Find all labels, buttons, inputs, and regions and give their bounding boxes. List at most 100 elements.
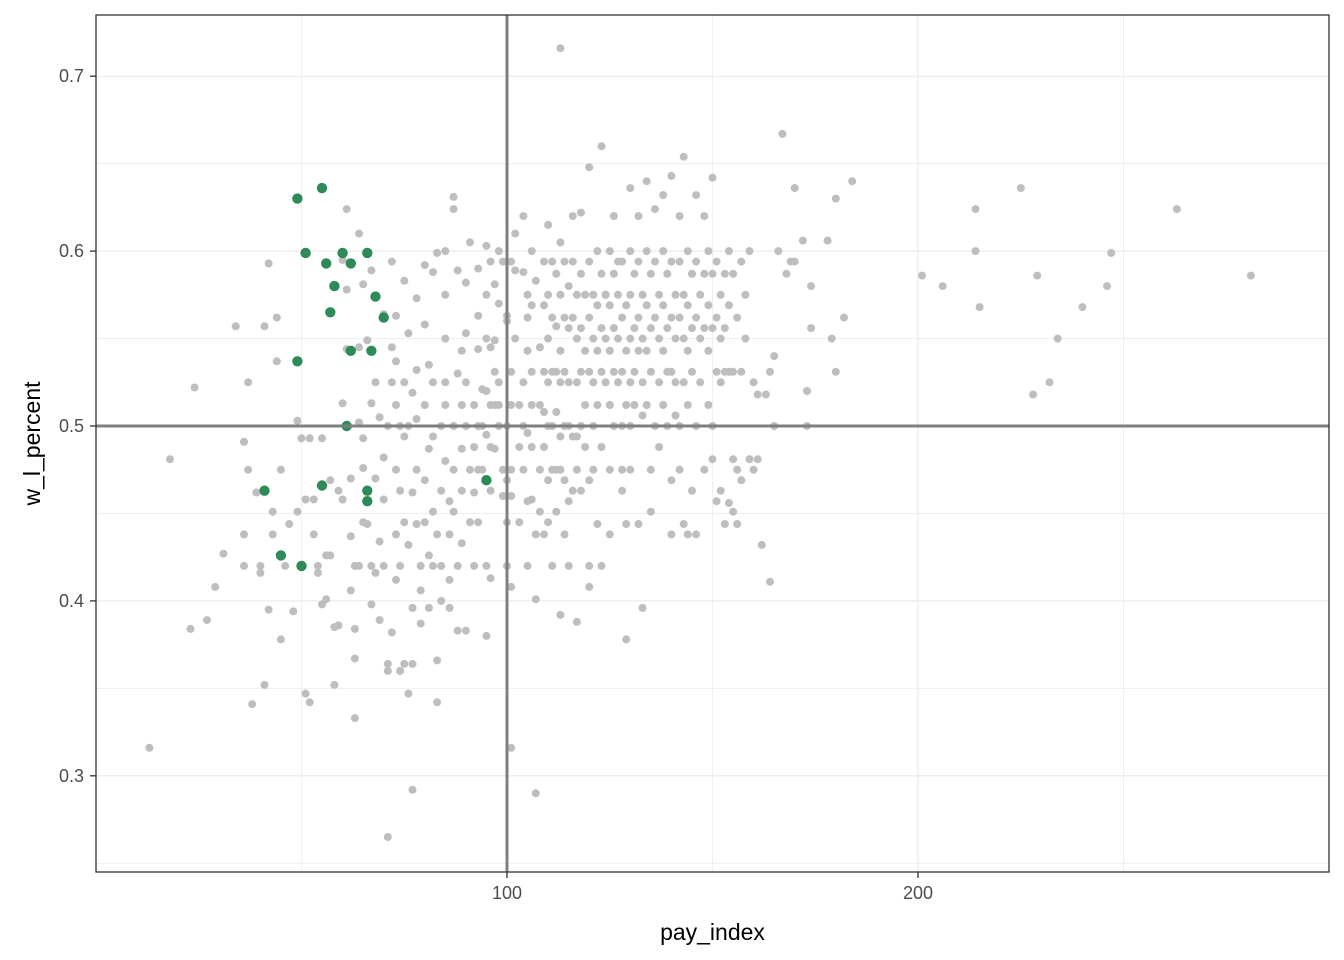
highlight-point	[292, 356, 303, 367]
data-point	[692, 313, 701, 322]
data-point	[548, 313, 557, 322]
data-point	[474, 345, 483, 354]
highlight-point	[329, 280, 340, 292]
data-point	[572, 432, 581, 441]
data-point	[679, 520, 688, 528]
data-point	[807, 282, 816, 291]
data-point	[770, 352, 779, 361]
data-point	[564, 324, 573, 333]
data-point	[708, 173, 717, 182]
highlight-point	[345, 345, 356, 356]
data-point	[363, 336, 372, 345]
data-point	[338, 255, 347, 264]
data-point	[498, 465, 507, 474]
data-point	[449, 465, 458, 474]
data-point	[437, 486, 446, 495]
data-point	[585, 313, 594, 322]
data-point	[544, 220, 553, 229]
data-point	[597, 269, 606, 278]
data-point	[560, 367, 569, 376]
data-point	[305, 434, 314, 443]
data-point	[630, 269, 639, 278]
data-point	[683, 530, 692, 539]
data-point	[531, 789, 540, 798]
data-point	[367, 561, 376, 570]
data-point	[593, 247, 602, 256]
data-point	[655, 443, 664, 451]
data-point	[622, 346, 631, 355]
data-point	[400, 276, 409, 285]
y-axis-title: w_l_percent	[19, 381, 45, 507]
data-point	[429, 561, 437, 570]
data-point	[1033, 271, 1042, 280]
data-point	[453, 561, 462, 570]
data-point	[593, 401, 602, 409]
data-point	[753, 455, 762, 464]
data-point	[634, 520, 643, 528]
data-point	[272, 357, 281, 366]
data-point	[342, 285, 351, 294]
data-point	[375, 413, 384, 422]
data-point	[671, 378, 680, 387]
data-point	[424, 360, 433, 369]
data-point	[387, 628, 396, 637]
data-point	[540, 443, 548, 451]
data-point	[420, 476, 429, 485]
data-point	[527, 443, 536, 451]
data-point	[457, 346, 466, 355]
data-point	[638, 334, 647, 343]
data-point	[482, 561, 491, 570]
data-point	[1103, 282, 1112, 291]
data-point	[494, 247, 503, 256]
data-point	[453, 266, 462, 275]
data-point	[519, 212, 528, 221]
data-point	[659, 346, 668, 355]
data-point	[433, 530, 442, 539]
data-point	[626, 378, 635, 387]
data-point	[515, 518, 524, 527]
data-point	[581, 443, 590, 451]
data-point	[605, 465, 614, 474]
data-point	[544, 476, 553, 485]
data-point	[597, 367, 606, 376]
data-point	[166, 455, 174, 464]
data-point	[651, 257, 659, 266]
data-point	[733, 313, 742, 322]
data-point	[577, 269, 585, 278]
data-point	[252, 488, 261, 497]
data-point	[240, 530, 248, 539]
data-point	[556, 44, 565, 53]
data-point	[346, 586, 355, 595]
data-point	[646, 324, 655, 333]
data-point	[638, 378, 647, 387]
data-point	[420, 401, 429, 409]
data-point	[433, 248, 442, 257]
data-point	[737, 367, 746, 376]
data-point	[449, 205, 458, 214]
data-point	[638, 411, 647, 420]
data-point	[396, 666, 405, 675]
data-point	[597, 561, 606, 570]
data-point	[585, 582, 594, 591]
y-tick-label: 0.3	[59, 766, 84, 786]
data-point	[671, 411, 680, 420]
data-point	[626, 290, 635, 299]
data-point	[211, 582, 220, 591]
data-point	[1246, 271, 1255, 280]
data-point	[416, 619, 425, 628]
data-point	[577, 324, 585, 333]
data-point	[831, 194, 840, 203]
data-point	[692, 191, 701, 200]
data-point	[400, 659, 409, 668]
y-tick-label: 0.6	[59, 241, 84, 261]
data-point	[186, 624, 195, 633]
data-points	[145, 44, 1255, 841]
data-point	[289, 607, 298, 616]
data-point	[552, 322, 561, 331]
data-point	[482, 387, 491, 395]
data-point	[486, 574, 495, 583]
data-point	[527, 247, 536, 256]
data-point	[724, 247, 733, 256]
data-point	[371, 378, 380, 387]
data-point	[552, 269, 561, 278]
